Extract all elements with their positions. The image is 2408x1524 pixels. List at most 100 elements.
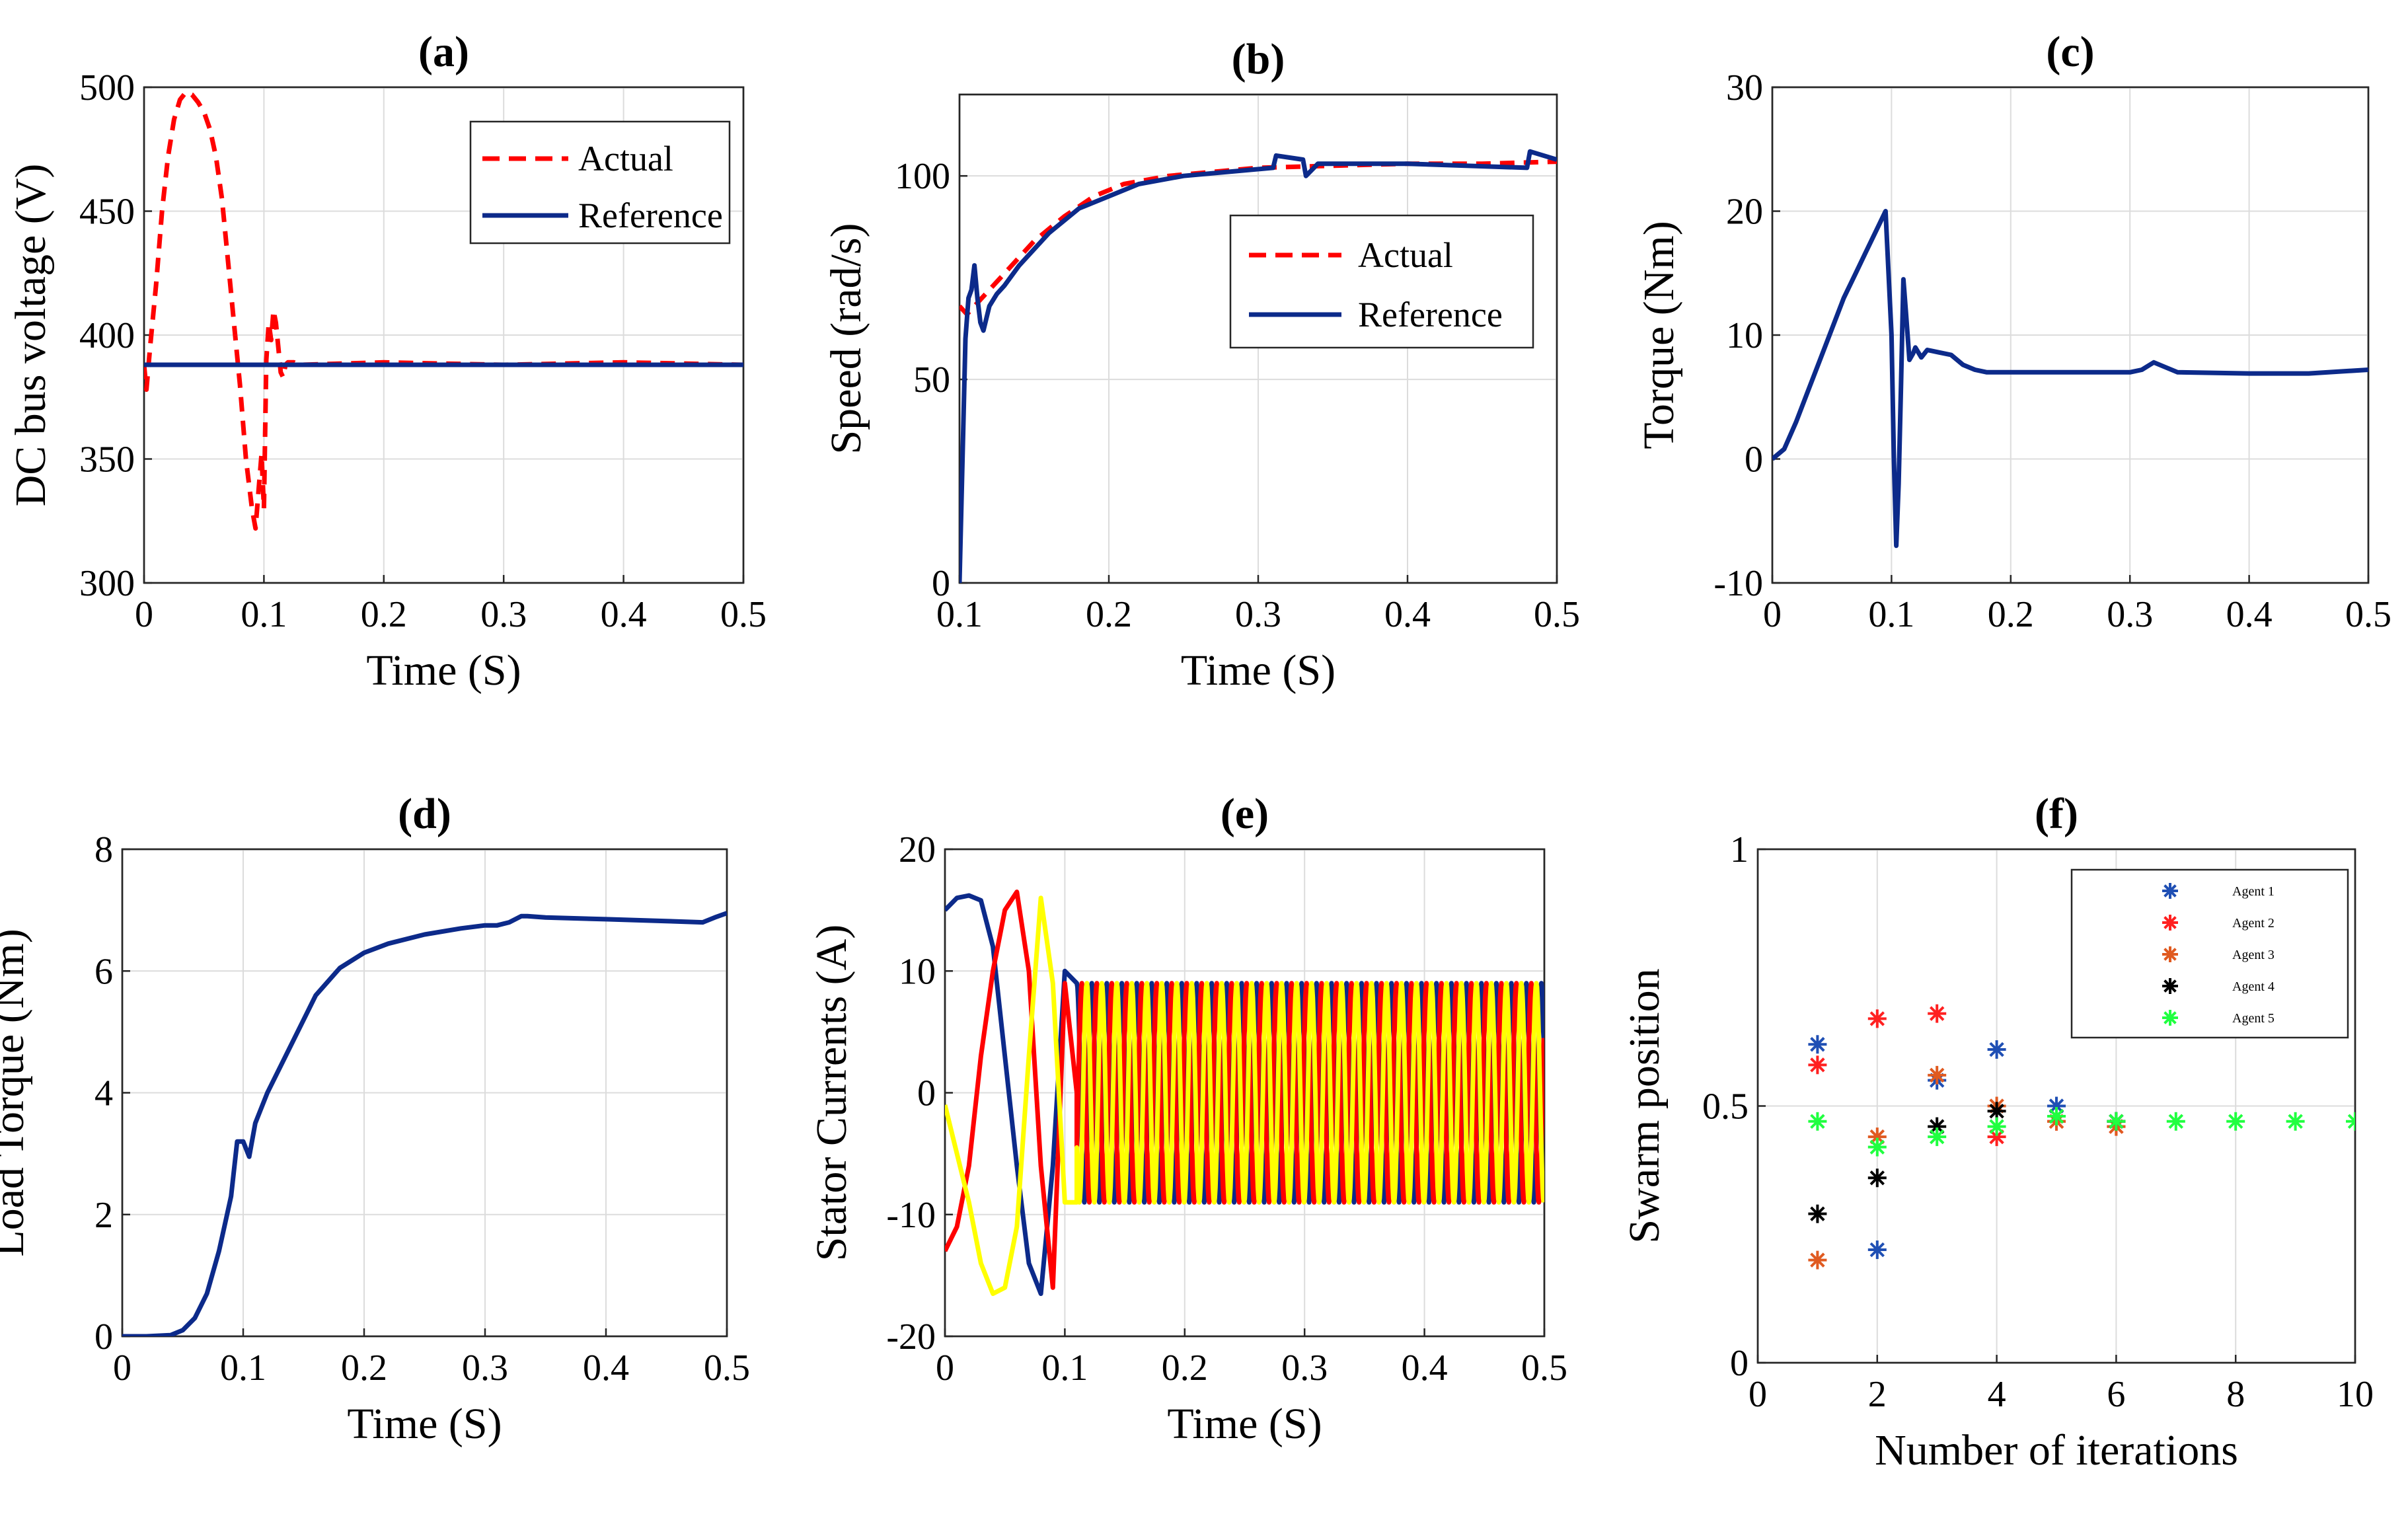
y-tick-label: 0.5 <box>1702 1086 1749 1127</box>
y-tick-label: 300 <box>79 563 135 604</box>
x-axis-label: Time (S) <box>366 646 521 695</box>
legend-label: Agent 1 <box>2232 884 2275 899</box>
point-agent-1 <box>1867 1240 1887 1260</box>
x-tick-label: 0.4 <box>1384 594 1431 635</box>
point-agent-2 <box>1808 1055 1827 1075</box>
panel-title: (c) <box>2046 28 2094 76</box>
y-axis-label: Torque (Nm) <box>1635 221 1683 449</box>
x-tick-label: 0.5 <box>1534 594 1580 635</box>
point-agent-5 <box>2107 1112 2126 1131</box>
y-tick-label: 10 <box>1726 315 1763 356</box>
y-tick-label: 4 <box>94 1073 113 1114</box>
x-tick-label: 0.5 <box>720 594 767 635</box>
plot-frame <box>958 93 1558 584</box>
point-agent-1 <box>1808 1035 1827 1054</box>
x-tick-label: 0.2 <box>361 594 407 635</box>
point-agent-2 <box>1928 1004 1947 1023</box>
plot-marks <box>959 149 1557 583</box>
x-tick-label: 0.1 <box>1041 1348 1088 1389</box>
point-agent-5 <box>1928 1127 1947 1147</box>
point-agent-4 <box>1867 1168 1887 1188</box>
y-tick-label: 1 <box>1730 829 1749 870</box>
x-tick-label: 0.3 <box>1281 1348 1328 1389</box>
legend-label: Agent 3 <box>2232 948 2275 962</box>
plot-marks <box>122 911 727 1336</box>
y-axis-label: Speed (rad/s) <box>822 223 870 454</box>
panel-f: 0 2 4 6 8 10 0 0.5 1 (f) Number of iterations Swarm… <box>1620 790 2374 1474</box>
y-tick-label: 400 <box>79 315 135 356</box>
y-tick-label: 2 <box>94 1195 113 1236</box>
plot-frame <box>1771 86 2370 584</box>
x-tick-label: 0.4 <box>1402 1348 1448 1389</box>
x-tick-label: 10 <box>2337 1374 2374 1415</box>
plot-marks <box>1808 1004 2355 1270</box>
panel-a: 0 0.1 0.2 0.3 0.4 0.5 300 350 400 450 500 (a) Time (… <box>7 28 767 695</box>
x-axis-label: Time (S) <box>347 1400 502 1448</box>
y-tick-label: 8 <box>94 829 113 870</box>
panel-b: 0.1 0.2 0.3 0.4 0.5 0 50 100 (b) Time (S) Speed (r… <box>822 35 1580 695</box>
y-axis-label: Swarm position <box>1620 968 1669 1243</box>
x-tick-label: 0.4 <box>2226 594 2273 635</box>
legend-label: Agent 4 <box>2232 979 2275 994</box>
x-tick-label: 0.5 <box>2345 594 2391 635</box>
panel-title: (b) <box>1232 35 1285 83</box>
y-tick-label: 0 <box>1730 1343 1749 1384</box>
x-tick-label: 0.2 <box>1988 594 2034 635</box>
point-agent-4 <box>1808 1204 1827 1223</box>
point-agent-5 <box>1987 1117 2006 1136</box>
series-line-load-torque <box>122 911 727 1336</box>
plot-frame <box>121 848 728 1338</box>
x-tick-label: 0 <box>113 1348 132 1389</box>
series-line-torque <box>1772 209 2368 549</box>
y-axis-label: Load Torque (Nm) <box>0 929 33 1256</box>
legend-marker <box>2162 946 2178 962</box>
x-tick-label: 0.4 <box>583 1348 629 1389</box>
y-tick-label: 0 <box>932 563 950 604</box>
x-tick-label: 6 <box>2107 1374 2125 1415</box>
plot-marks <box>144 90 743 531</box>
plot-frame <box>1756 848 2356 1364</box>
legend-label: Actual <box>578 139 673 178</box>
legend-label: Reference <box>1358 295 1503 334</box>
y-tick-label: -10 <box>886 1195 936 1236</box>
y-tick-label: 20 <box>899 829 936 870</box>
legend-marker <box>2162 915 2178 931</box>
x-tick-label: 0.5 <box>704 1348 750 1389</box>
point-agent-5 <box>2047 1107 2066 1126</box>
y-tick-label: 500 <box>79 67 135 108</box>
point-agent-3 <box>1928 1065 1947 1085</box>
plot-marks <box>945 890 1544 1296</box>
legend-label: Actual <box>1358 235 1453 275</box>
point-agent-3 <box>1808 1250 1827 1270</box>
plot-frame <box>143 86 745 584</box>
series-line-phase-b <box>945 890 1544 1290</box>
y-tick-label: 50 <box>913 360 950 400</box>
point-agent-1 <box>1987 1040 2006 1059</box>
y-tick-label: 0 <box>1745 439 1763 480</box>
x-tick-label: 0.1 <box>241 594 287 635</box>
x-tick-label: 0.3 <box>480 594 527 635</box>
legend-label: Agent 2 <box>2232 916 2275 931</box>
y-tick-label: 0 <box>94 1316 113 1357</box>
panel-title: (a) <box>418 28 469 76</box>
panel-d: 0 0.1 0.2 0.3 0.4 0.5 0 2 4 6 8 (d) Time (S) Load Tor… <box>0 790 750 1448</box>
point-agent-5 <box>1867 1137 1887 1157</box>
x-axis-label: Time (S) <box>1167 1400 1322 1448</box>
x-tick-label: 0 <box>1763 594 1782 635</box>
panel-title: (f) <box>2035 790 2078 838</box>
panel-title: (e) <box>1221 790 1269 838</box>
y-axis-label: Stator Currents (A) <box>808 925 856 1262</box>
x-tick-label: 0.2 <box>1086 594 1132 635</box>
x-tick-label: 0 <box>936 1348 954 1389</box>
legend-label: Agent 5 <box>2232 1011 2275 1026</box>
legend-marker <box>2162 883 2178 899</box>
legend-marker <box>2162 978 2178 994</box>
y-tick-label: 20 <box>1726 192 1763 233</box>
panel-e: 0 0.1 0.2 0.3 0.4 0.5 -20 -10 0 10 20 (e) Time (S) St… <box>808 790 1567 1448</box>
x-tick-label: 0.3 <box>462 1348 508 1389</box>
x-tick-label: 0 <box>135 594 153 635</box>
series-line-phase-c <box>945 895 1544 1296</box>
x-tick-label: 0 <box>1749 1374 1767 1415</box>
x-tick-label: 0.1 <box>936 594 983 635</box>
